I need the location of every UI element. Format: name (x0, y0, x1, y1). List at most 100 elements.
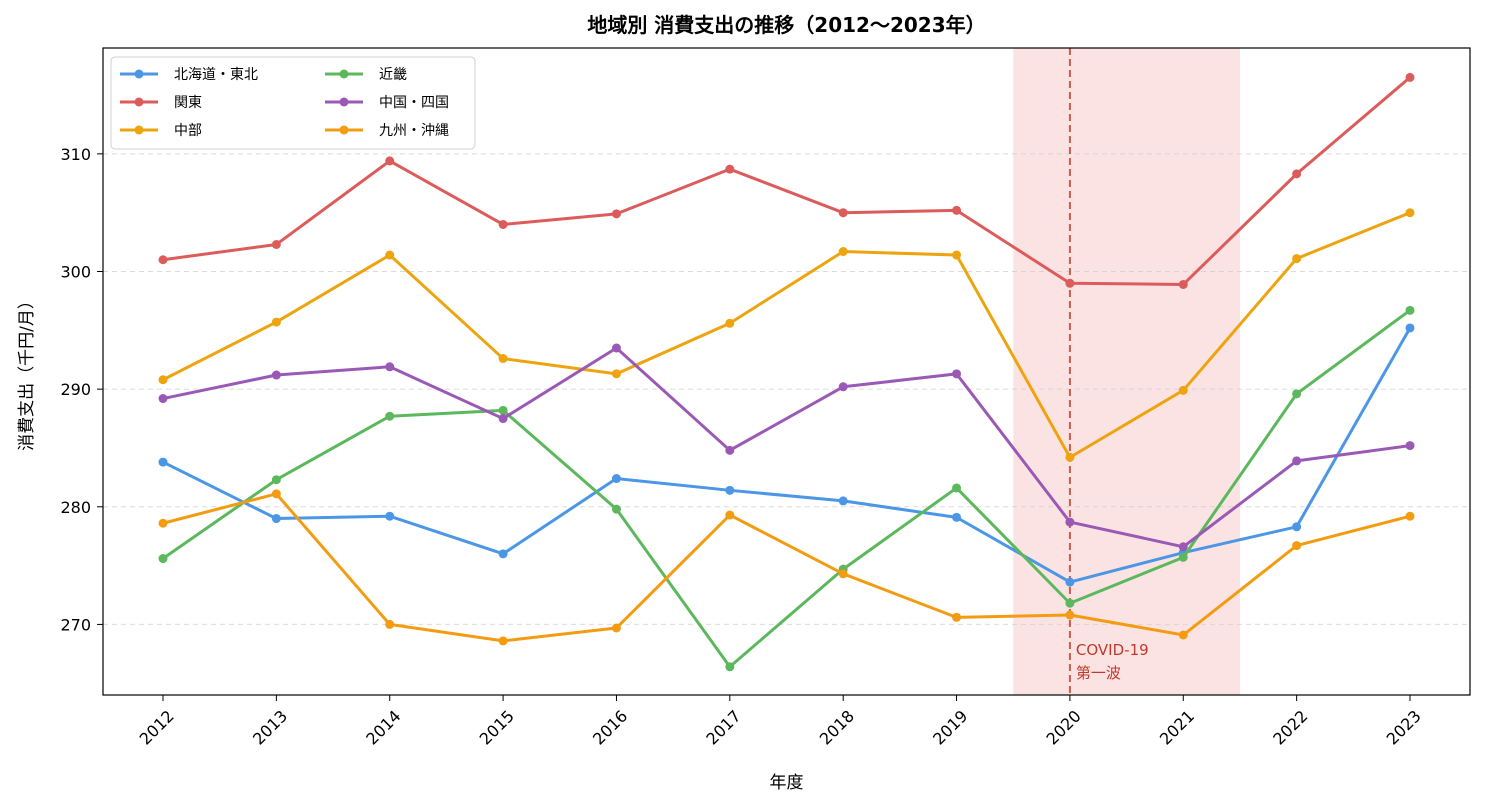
data-point (158, 518, 168, 528)
x-tick-label: 2020 (1043, 706, 1085, 748)
data-point (952, 250, 962, 260)
data-point (838, 247, 848, 257)
data-point (158, 554, 168, 564)
data-point (1065, 452, 1075, 462)
x-tick-label: 2014 (362, 706, 404, 748)
data-point (725, 164, 735, 174)
data-point (952, 205, 962, 215)
series-line (162, 309, 1411, 669)
data-point (158, 375, 168, 385)
legend-item: 近畿 (325, 67, 407, 83)
data-point (1405, 441, 1415, 451)
data-point (1405, 323, 1415, 333)
data-point (498, 414, 508, 424)
data-point (1065, 598, 1075, 608)
legend-item: 中部 (120, 123, 202, 139)
data-point (385, 156, 395, 166)
legend-marker (134, 125, 144, 135)
data-point (838, 496, 848, 506)
legend-marker (134, 69, 144, 79)
legend-marker (134, 97, 144, 107)
data-point (385, 411, 395, 421)
data-point (385, 250, 395, 260)
data-point (838, 208, 848, 218)
data-point (385, 362, 395, 372)
data-point (1292, 254, 1302, 264)
data-point (498, 219, 508, 229)
data-point (271, 239, 281, 249)
series-line (162, 76, 1411, 286)
y-tick-label: 290 (60, 380, 91, 399)
data-point (271, 370, 281, 380)
legend-marker (339, 125, 349, 135)
data-point (271, 514, 281, 524)
x-tick-label: 2023 (1383, 706, 1425, 748)
series-近畿 (158, 305, 1415, 672)
data-point (158, 255, 168, 265)
legend-item: 関東 (120, 95, 202, 111)
legend-box (110, 56, 476, 150)
legend-item: 中国・四国 (325, 95, 449, 111)
data-point (952, 483, 962, 493)
data-point (1292, 389, 1302, 399)
x-axis-label: 年度 (770, 773, 804, 793)
data-point (1405, 72, 1415, 82)
data-point (385, 619, 395, 629)
data-point (725, 445, 735, 455)
y-tick-label: 310 (60, 145, 91, 164)
legend-label: 九州・沖縄 (379, 123, 449, 139)
data-point (725, 510, 735, 520)
data-point (271, 475, 281, 485)
series-北海道・東北 (158, 323, 1415, 587)
series-line (162, 492, 1411, 643)
data-point (1405, 208, 1415, 218)
data-point (725, 318, 735, 328)
data-point (498, 636, 508, 646)
data-point (611, 369, 621, 379)
legend-label: 関東 (174, 95, 202, 111)
x-tick-label: 2017 (702, 706, 744, 748)
data-point (1065, 610, 1075, 620)
chart-title: 地域別 消費支出の推移（2012〜2023年） (587, 13, 985, 37)
legend-label: 中部 (174, 123, 202, 139)
annotation-line2: 第一波 (1076, 664, 1121, 682)
data-point (725, 662, 735, 672)
data-point (385, 511, 395, 521)
x-tick-label: 2013 (249, 706, 291, 748)
x-tick-label: 2019 (929, 706, 971, 748)
data-point (1178, 385, 1188, 395)
data-point (611, 343, 621, 353)
data-point (1178, 552, 1188, 562)
data-point (271, 317, 281, 327)
data-point (611, 209, 621, 219)
series-layer (158, 72, 1415, 672)
legend-marker (339, 69, 349, 79)
x-tick-label: 2022 (1269, 706, 1311, 748)
x-tick-label: 2015 (476, 706, 518, 748)
data-point (1292, 169, 1302, 179)
legend-label: 北海道・東北 (174, 67, 258, 83)
data-point (611, 474, 621, 484)
data-point (952, 369, 962, 379)
data-point (1065, 517, 1075, 527)
data-point (158, 457, 168, 467)
series-line (162, 211, 1411, 459)
data-point (611, 623, 621, 633)
data-point (1065, 577, 1075, 587)
series-中国・四国 (158, 343, 1415, 552)
data-point (952, 612, 962, 622)
x-tick-label: 2016 (589, 706, 631, 748)
series-関東 (158, 72, 1415, 289)
annotation-line1: COVID-19 (1076, 641, 1149, 659)
data-point (158, 394, 168, 404)
data-point (838, 382, 848, 392)
data-point (1405, 305, 1415, 315)
data-point (1178, 542, 1188, 552)
series-line (162, 327, 1412, 584)
legend-label: 中国・四国 (379, 95, 449, 111)
x-tick-label: 2018 (816, 706, 858, 748)
data-point (1405, 511, 1415, 521)
data-point (1065, 278, 1075, 288)
